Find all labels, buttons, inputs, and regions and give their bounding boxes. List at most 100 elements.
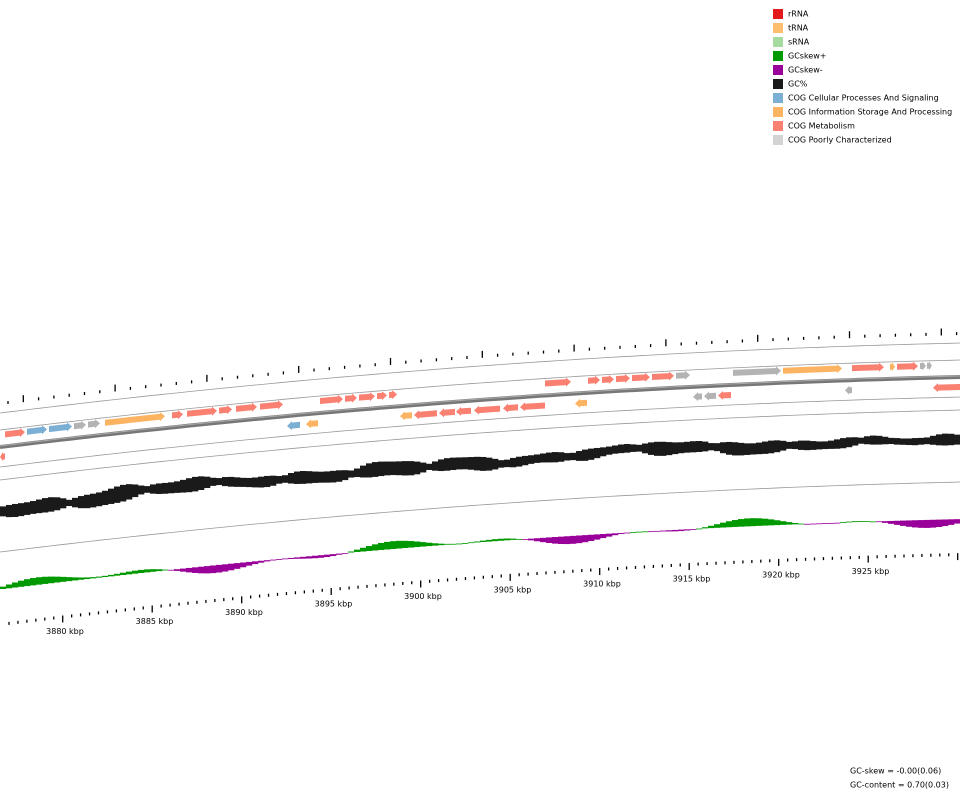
gc-content-bar	[138, 485, 145, 495]
gc-skew-bar	[666, 530, 673, 532]
gc-skew-bar	[240, 562, 247, 568]
gc-skew-bar	[372, 544, 379, 551]
gene-arrow	[27, 425, 47, 435]
gc-skew-bar	[828, 522, 835, 524]
gc-skew-bar	[570, 535, 577, 544]
legend-label: rRNA	[788, 10, 809, 19]
gene-arrow	[187, 406, 217, 417]
gc-skew-bar	[30, 578, 37, 586]
gene-arrow	[287, 421, 300, 431]
gc-skew-bar	[162, 569, 169, 571]
gc-content-bar	[450, 457, 457, 471]
gc-skew-bar	[204, 566, 211, 574]
gc-content-bar	[6, 504, 13, 518]
gc-content-bar	[714, 443, 721, 452]
gc-content-bar	[828, 440, 835, 449]
gc-skew-bar	[888, 520, 895, 524]
gc-skew-bar	[174, 569, 181, 571]
scale-label: 3905 kbp	[494, 585, 532, 594]
gene-arrow	[359, 392, 375, 402]
gc-skew-bar	[396, 540, 403, 549]
gc-content-bar	[390, 461, 397, 476]
gc-content-bar	[174, 481, 181, 493]
rings: 3880 kbp 3885 kbp 3890 kbp 3895 kbp 3900 kbp…	[0, 328, 960, 636]
gc-skew-bar	[906, 520, 913, 527]
gc-skew-bar	[18, 580, 25, 587]
gc-skew-bar	[108, 574, 115, 577]
gc-content-bar	[306, 471, 313, 484]
gc-skew-bar	[366, 545, 373, 551]
gc-content-bar	[468, 457, 475, 470]
gene-arrow	[400, 411, 412, 421]
gene-arrow	[219, 405, 232, 415]
gene-arrow	[172, 410, 183, 420]
gc-content-bar	[312, 471, 319, 483]
gc-skew-bar	[582, 535, 589, 543]
gc-skew-bar	[930, 519, 937, 528]
gc-content-bar	[432, 461, 439, 471]
gc-content-bar	[930, 435, 937, 445]
gc-skew-bar	[954, 519, 960, 524]
gene-arrow	[704, 391, 716, 401]
gc-skew-bar	[6, 584, 13, 589]
gc-skew-bar	[318, 555, 325, 558]
gc-content-bar	[288, 473, 295, 484]
gc-content-bar	[924, 437, 931, 445]
gc-content-bar	[822, 441, 829, 450]
gc-skew-bar	[468, 542, 475, 544]
legend-label: COG Poorly Characterized	[788, 136, 892, 145]
gc-skew-bar	[534, 538, 541, 542]
gc-skew-bar	[24, 579, 31, 587]
gene-arrow	[306, 419, 318, 429]
gene-arrow	[718, 390, 731, 400]
gc-skew-bar	[870, 521, 877, 523]
gc-skew-bar	[270, 559, 277, 561]
gc-content-bar	[168, 482, 175, 494]
gc-content-bar	[60, 498, 67, 509]
gc-content-bar	[498, 460, 505, 468]
gc-skew-bar	[816, 523, 823, 525]
gc-content-bar	[606, 446, 613, 455]
gc-skew-bar	[894, 520, 901, 525]
gc-content-bar	[570, 452, 577, 461]
gc-content-bar	[792, 441, 799, 450]
gene-arrow	[474, 405, 500, 415]
gene-arrow	[5, 428, 25, 438]
gc-skew-bar	[120, 572, 127, 576]
gc-skew-bar	[48, 576, 55, 584]
gc-skew-bar	[852, 521, 859, 523]
legend-swatch	[773, 37, 783, 47]
ring-line	[0, 359, 960, 431]
gc-skew-bar	[912, 520, 919, 528]
gc-content-bar	[24, 502, 31, 515]
gc-skew-bar	[348, 551, 355, 553]
gene-arrow	[575, 398, 587, 408]
gc-skew-bar	[384, 541, 391, 550]
gene-arrow	[632, 372, 650, 382]
gc-content-bar	[126, 484, 133, 500]
gc-skew-bar	[402, 540, 409, 549]
gc-skew-bar	[78, 577, 85, 580]
gc-content-bar	[30, 501, 37, 514]
gc-content-bar	[834, 439, 841, 449]
gc-content-bar	[78, 496, 85, 509]
gc-skew-bar	[12, 582, 19, 588]
gc-skew-bar	[156, 569, 163, 572]
gene-arrow	[852, 362, 884, 372]
gc-skew-bar	[186, 567, 193, 573]
gc-content-bar	[762, 441, 769, 454]
gc-skew-bar	[522, 539, 529, 540]
gc-skew-bar	[234, 563, 241, 569]
gc-content-bar	[906, 438, 913, 446]
gc-content-bar	[660, 441, 667, 456]
gene-arrow	[74, 420, 86, 430]
gc-content-bar	[96, 492, 103, 507]
gc-content-bar	[90, 493, 97, 508]
gc-content-bar	[462, 457, 469, 470]
gc-content-bar	[876, 435, 883, 445]
gc-content-bar	[936, 434, 943, 446]
gc-skew-bar	[774, 520, 781, 526]
gc-content-bar	[444, 458, 451, 471]
gc-content-bar	[132, 484, 139, 498]
gc-content-bar	[522, 455, 529, 466]
